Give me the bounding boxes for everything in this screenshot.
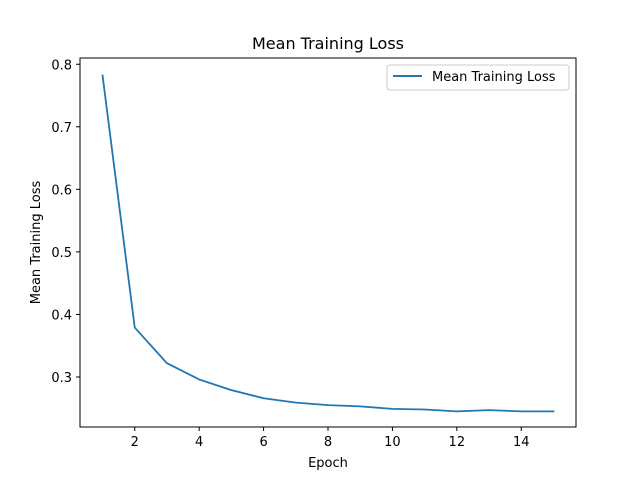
- y-tick-label: 0.8: [51, 58, 72, 73]
- x-tick-label: 6: [259, 435, 267, 450]
- x-tick-label: 4: [195, 435, 203, 450]
- y-tick-label: 0.6: [51, 183, 72, 198]
- legend-label: Mean Training Loss: [432, 70, 556, 85]
- y-tick-label: 0.7: [51, 121, 72, 136]
- chart-title: Mean Training Loss: [252, 34, 404, 53]
- x-tick-label: 14: [513, 435, 530, 450]
- x-tick-label: 8: [324, 435, 332, 450]
- series-line: [101, 74, 555, 413]
- y-axis-label: Mean Training Loss: [29, 181, 44, 305]
- legend-box: [386, 64, 570, 91]
- x-axis-label: Epoch: [308, 456, 348, 471]
- y-tick-label: 0.5: [51, 246, 72, 261]
- plot-area: [101, 74, 555, 413]
- y-tick-label: 0.4: [51, 308, 72, 323]
- x-axis: 2 4 6 8 10 12 14: [131, 427, 530, 450]
- x-tick-label: 2: [131, 435, 139, 450]
- x-tick-label: 12: [449, 435, 466, 450]
- y-tick-label: 0.3: [51, 371, 72, 386]
- legend: Mean Training Loss: [386, 64, 570, 91]
- y-axis: 0.3 0.4 0.5 0.6 0.7 0.8: [51, 58, 80, 386]
- x-tick-label: 10: [384, 435, 401, 450]
